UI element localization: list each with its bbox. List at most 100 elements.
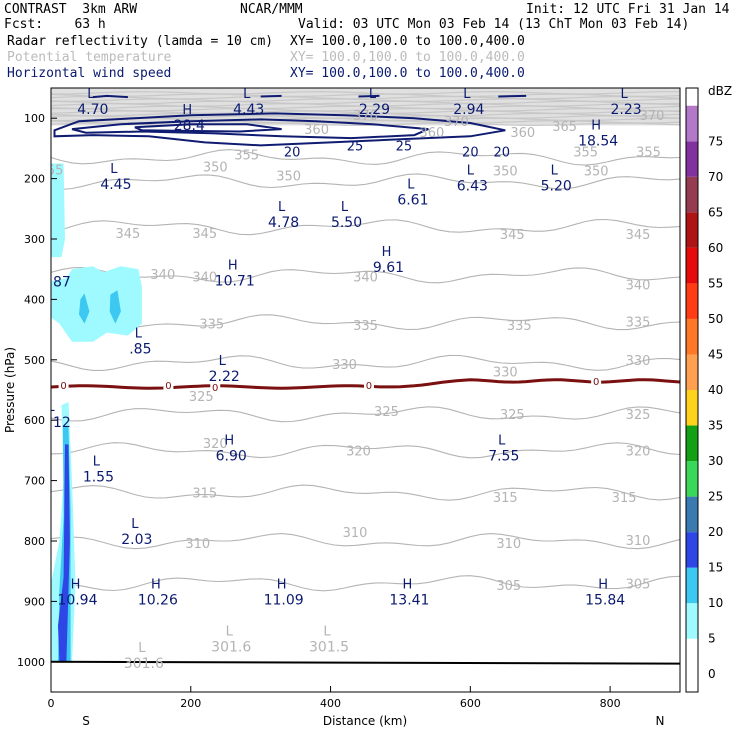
colorbar-label: 15 xyxy=(708,561,723,575)
x-tick-label: 0 xyxy=(48,697,55,710)
extremum-value: 11.09 xyxy=(264,592,304,608)
extremum-value: 6.90 xyxy=(216,449,247,465)
colorbar-swatch xyxy=(686,496,698,533)
extremum-value: 87 xyxy=(53,275,71,291)
theta-label: 350 xyxy=(203,161,228,176)
x-tick-label: 400 xyxy=(320,697,341,710)
theta-label: 335 xyxy=(626,316,651,331)
extremum-marker: H xyxy=(182,103,192,118)
extremum-marker: H xyxy=(224,434,234,449)
colorbar-frame xyxy=(685,87,699,693)
extremum-marker: L xyxy=(620,87,628,102)
theta-contour-345 xyxy=(51,218,680,236)
theta-contour-325 xyxy=(51,406,680,423)
extremum-value: 2.23 xyxy=(611,102,642,118)
theta-label: 335 xyxy=(199,318,224,333)
extremum-marker: L xyxy=(131,517,139,532)
extremum-marker: L xyxy=(467,164,475,179)
wind-contour-20 xyxy=(53,112,506,147)
theta-label: 325 xyxy=(500,408,525,423)
theta-label: 340 xyxy=(626,278,651,293)
wind-contour-25 xyxy=(71,118,429,140)
theta-contour-upper xyxy=(51,105,680,110)
theta-label: 360 xyxy=(419,126,444,141)
extremum-marker: L xyxy=(47,400,55,415)
zero-label-bg xyxy=(591,374,602,387)
colorbar-swatch xyxy=(686,461,698,497)
y-axis-label: Pressure (hPa) xyxy=(3,347,17,433)
colorbar-swatch xyxy=(686,567,698,604)
theta-label: 305 xyxy=(626,577,651,592)
theta-label: 355 xyxy=(234,148,259,163)
theta-label: 340 xyxy=(150,268,175,283)
theta-contour-upper xyxy=(51,122,680,127)
extremum-marker: H xyxy=(228,258,238,273)
theta-contour-upper xyxy=(51,100,680,105)
colorbar-swatch xyxy=(686,105,698,142)
theta-label: 345 xyxy=(626,228,651,243)
y-tick-label: 900 xyxy=(24,595,45,608)
extremum-marker: H xyxy=(403,577,413,592)
zero-label: 0 xyxy=(212,383,218,394)
theta-extremum-marker: L xyxy=(138,641,146,656)
colorbar-label: 60 xyxy=(708,241,723,255)
theta-contour-315 xyxy=(51,484,680,501)
wind-contour-top-a xyxy=(92,94,128,99)
wind-label: 20 xyxy=(462,145,479,160)
theta-contour-upper xyxy=(51,93,680,98)
extremum-value: 6.43 xyxy=(457,179,488,195)
y-tick-label: 1000 xyxy=(17,656,45,669)
extremum-value: 10.71 xyxy=(215,273,255,289)
colorbar-label: 35 xyxy=(708,419,723,433)
extremum-value: 2.03 xyxy=(121,532,152,548)
colorbar-label: 30 xyxy=(708,454,723,468)
colorbar-swatch xyxy=(686,354,698,390)
colorbar-swatch xyxy=(686,283,698,319)
colorbar-swatch xyxy=(686,176,698,213)
y-tick-label: 100 xyxy=(24,112,45,125)
field1-xy: XY= 100.0,100.0 to 100.0,400.0 xyxy=(290,34,525,49)
zero-label: 0 xyxy=(366,381,372,392)
wind-contour-top-d xyxy=(498,94,527,98)
extremum-marker: L xyxy=(135,327,143,342)
theta-label: 315 xyxy=(192,487,217,502)
field2-name: Potential temperature xyxy=(7,50,172,65)
theta-contour-320 xyxy=(51,442,680,459)
theta-label: 330 xyxy=(626,354,651,369)
extremum-marker: H xyxy=(382,245,392,260)
theta-contour-330 xyxy=(51,354,680,371)
reflectivity-midlevel-core-a xyxy=(79,293,90,324)
theta-label: 365 xyxy=(552,120,577,135)
colorbar-label: 0 xyxy=(708,667,716,681)
y-tick-label: 200 xyxy=(24,173,45,186)
theta-label: 350 xyxy=(493,165,518,180)
extremum-marker: L xyxy=(369,87,377,102)
theta-label: 350 xyxy=(584,165,609,180)
field2-xy: XY= 100.0,100.0 to 100.0,400.0 xyxy=(290,50,525,65)
zero-label-bg xyxy=(210,380,221,393)
theta-label: 305 xyxy=(496,579,521,594)
extremum-value: 10.26 xyxy=(138,592,178,608)
extremum-value: 7.55 xyxy=(488,449,519,465)
theta-label: 370 xyxy=(640,109,665,124)
colorbar-label: 50 xyxy=(708,312,723,326)
south-label: S xyxy=(82,714,90,728)
extremum-marker: L xyxy=(463,87,471,102)
colorbar-swatch xyxy=(686,638,698,675)
extremum-marker: L xyxy=(219,354,227,369)
extremum-marker: L xyxy=(551,164,559,179)
reflectivity-upper-left xyxy=(51,163,65,258)
zero-label-bg xyxy=(363,379,374,392)
colorbar-unit: dBZ xyxy=(708,84,732,98)
extremum-value: 18.54 xyxy=(578,133,618,149)
extremum-value: 4.78 xyxy=(268,215,299,231)
extremum-marker: L xyxy=(407,178,415,193)
theta-contour-335 xyxy=(51,314,680,331)
y-tick-label: 800 xyxy=(24,535,45,548)
extremum-marker: H xyxy=(277,577,287,592)
theta-label: 340 xyxy=(353,270,378,285)
x-axis-label: Distance (km) xyxy=(323,714,407,728)
reflectivity-midlevel-patch xyxy=(51,266,142,342)
theta-extremum-value: 301.6 xyxy=(211,639,251,655)
